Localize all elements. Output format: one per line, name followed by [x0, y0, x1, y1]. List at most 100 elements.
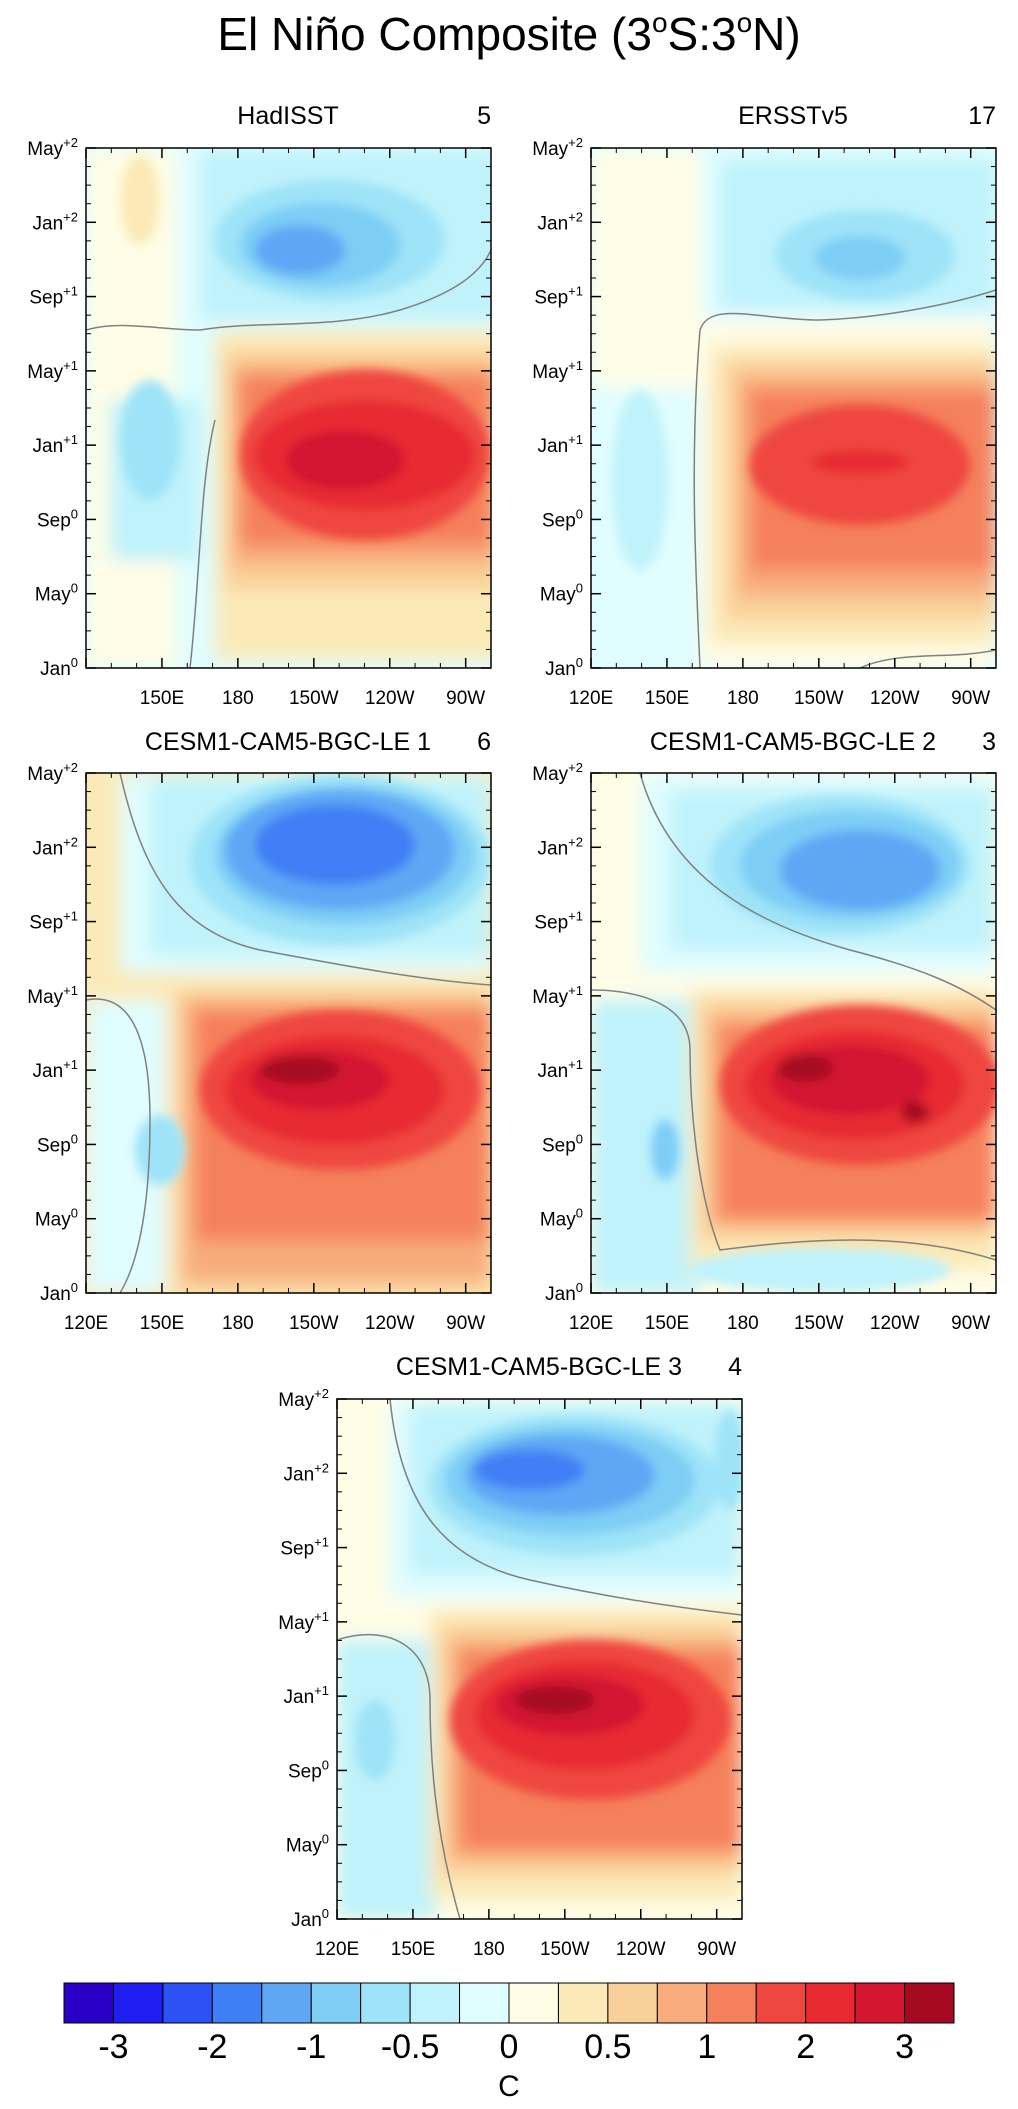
y-tick-label: May+2 — [532, 135, 583, 160]
y-tick-label: Sep+1 — [29, 909, 78, 934]
colorbar-swatch — [63, 1982, 114, 2024]
panel-cesm-le3-field — [337, 1399, 742, 1919]
y-tick-label: Sep+1 — [280, 1535, 329, 1560]
panel-cesm-le1-count: 6 — [477, 728, 491, 756]
y-tick-label: Jan+2 — [284, 1460, 329, 1485]
y-tick-label: May+2 — [532, 760, 583, 785]
panel-cesm-le2-title: CESM1-CAM5-BGC-LE 2 — [650, 728, 936, 756]
panel-ersstv5-y-axis: Jan0 May0 Sep0 Jan+1 May+1 Sep+1 Jan+2 May+2 — [532, 135, 996, 680]
x-tick-label: 150E — [645, 1313, 689, 1334]
y-tick-label: May0 — [540, 1206, 583, 1231]
colorbar-swatch — [706, 1982, 757, 2024]
x-tick-label: 180 — [727, 1313, 759, 1334]
figure-title: El Niño Composite (3oS:3oN) — [217, 7, 800, 60]
panel-cesm-le3-y-axis: Jan0 May0 Sep0 Jan+1 May+1 Sep+1 Jan+2 May+2 — [278, 1386, 742, 1931]
colorbar-label: -0.5 — [381, 2028, 440, 2066]
panel-cesm-le2-x-axis: 120E 150E 180 150W 120W 90W — [569, 773, 990, 1334]
y-tick-label: Sep0 — [542, 506, 583, 531]
y-tick-label: Sep+1 — [29, 284, 78, 309]
colorbar-swatch — [656, 1982, 708, 2024]
y-tick-label: Sep+1 — [534, 284, 583, 309]
panel-hadisst: HadISST 5 Jan0May0Sep0Jan+1May+1Sep+1Jan… — [27, 102, 492, 709]
panel-cesm-le2-count: 3 — [982, 728, 996, 756]
colorbar-label: -3 — [98, 2028, 128, 2066]
y-tick-label: May0 — [35, 1206, 78, 1231]
colorbar-label: -2 — [197, 2028, 227, 2066]
y-tick-label: May0 — [286, 1832, 329, 1857]
panel-ersstv5-title: ERSSTv5 — [738, 102, 848, 130]
y-tick-label: Jan+2 — [33, 834, 78, 859]
title-mid: S:3 — [668, 8, 737, 60]
colorbar-swatch — [409, 1982, 461, 2024]
x-tick-label: 120W — [870, 1313, 920, 1334]
panel-hadisst-field — [86, 148, 491, 668]
panel-cesm-le3-x-axis: 120E 150E 180 150W 120W 90W — [315, 1399, 736, 1960]
panel-hadisst-y-axis: Jan0 May0 Sep0 Jan+1 May+1 Sep+1 Jan+2 May+2 — [27, 135, 491, 680]
x-tick-label: 150W — [289, 688, 339, 709]
y-tick-label: Sep0 — [542, 1131, 583, 1156]
x-tick-label: 120W — [616, 1939, 666, 1960]
x-tick-label: 90W — [697, 1939, 736, 1960]
x-tick-label: 150E — [140, 1313, 184, 1334]
x-tick-label: 120E — [569, 688, 613, 709]
x-tick-label: 120W — [870, 688, 920, 709]
y-tick-label: May+1 — [27, 983, 78, 1008]
x-tick-label: 180 — [222, 688, 254, 709]
panel-ersstv5-count: 17 — [968, 102, 996, 130]
y-tick-label: Sep0 — [288, 1757, 329, 1782]
colorbar-label: 2 — [796, 2028, 815, 2066]
panel-ersstv5: ERSSTv5 17 Jan0May0Sep0Jan+1May+1Sep+1Ja… — [532, 102, 997, 709]
x-tick-label: 180 — [222, 1313, 254, 1334]
colorbar-swatch — [211, 1982, 263, 2024]
colorbar-swatch — [459, 1982, 510, 2024]
title-sup-2: o — [737, 7, 753, 38]
y-tick-label: Jan+1 — [284, 1683, 329, 1708]
colorbar-swatch — [508, 1982, 559, 2024]
x-tick-label: 150E — [645, 688, 689, 709]
y-tick-label: Jan+2 — [538, 209, 583, 234]
x-tick-label: 150W — [540, 1939, 590, 1960]
x-tick-label: 120W — [365, 1313, 415, 1334]
y-tick-label: May0 — [540, 581, 583, 606]
panel-cesm-le1-field — [86, 773, 491, 1293]
y-tick-label: Jan+1 — [33, 1057, 78, 1082]
y-tick-label: Jan0 — [545, 1280, 583, 1305]
colorbar-swatch — [112, 1982, 164, 2024]
y-tick-label: May+2 — [27, 135, 78, 160]
x-tick-label: 120W — [365, 688, 415, 709]
x-tick-label: 120E — [315, 1939, 359, 1960]
colorbar-label: 0.5 — [584, 2028, 631, 2066]
title-end: N) — [752, 8, 801, 60]
colorbar: -3 -2 -1 -0.5 0 0.5 1 2 3 — [63, 1982, 955, 2066]
y-tick-label: May+1 — [278, 1609, 329, 1634]
x-tick-label: 90W — [951, 688, 990, 709]
panel-cesm-le2-y-axis: Jan0 May0 Sep0 Jan+1 May+1 Sep+1 Jan+2 May+2 — [532, 760, 996, 1305]
panel-cesm-le1-title: CESM1-CAM5-BGC-LE 1 — [145, 728, 431, 756]
colorbar-label: 1 — [697, 2028, 716, 2066]
panel-cesm-le3-title: CESM1-CAM5-BGC-LE 3 — [396, 1353, 682, 1381]
x-tick-label: 150E — [391, 1939, 435, 1960]
y-tick-label: Jan0 — [40, 655, 78, 680]
x-tick-label: 180 — [727, 688, 759, 709]
y-tick-label: Sep0 — [37, 1131, 78, 1156]
panel-cesm-le2: CESM1-CAM5-BGC-LE 2 3 Jan0 May0 Sep0 Jan+1 M… — [532, 728, 997, 1334]
colorbar-swatch — [805, 1982, 856, 2024]
colorbar-swatch — [854, 1982, 906, 2024]
panel-hadisst-count: 5 — [477, 102, 491, 130]
panel-cesm-le3: CESM1-CAM5-BGC-LE 3 4 Jan0 May0 Sep0 Jan+1 M… — [278, 1353, 743, 1960]
colorbar-label: 3 — [895, 2028, 914, 2066]
x-tick-label: 90W — [951, 1313, 990, 1334]
panel-cesm-le2-field — [591, 773, 996, 1293]
x-tick-label: 120E — [569, 1313, 613, 1334]
y-tick-label: Jan+2 — [538, 834, 583, 859]
y-tick-label: May+1 — [532, 983, 583, 1008]
panel-hadisst-title: HadISST — [237, 102, 338, 130]
y-tick-label: Sep0 — [37, 506, 78, 531]
x-tick-label: 150W — [794, 688, 844, 709]
colorbar-swatch — [261, 1982, 312, 2024]
y-tick-label: Jan+1 — [538, 1057, 583, 1082]
colorbar-swatch — [904, 1982, 955, 2024]
colorbar-units: C — [498, 2070, 520, 2103]
y-tick-label: Jan0 — [40, 1280, 78, 1305]
